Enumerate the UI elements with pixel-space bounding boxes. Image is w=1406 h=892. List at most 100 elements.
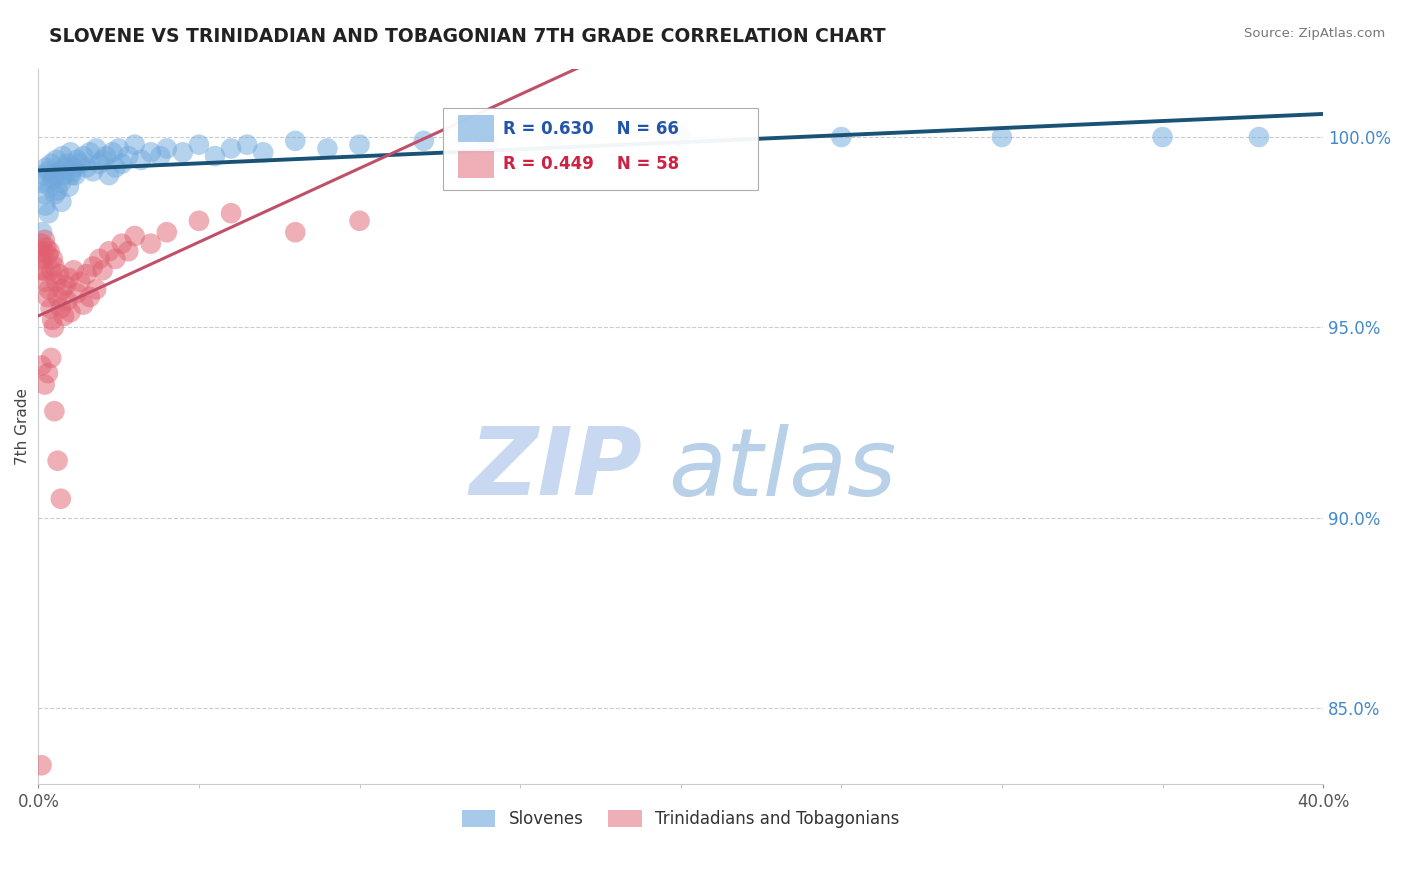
Point xyxy=(58,179,80,194)
Point xyxy=(101,145,124,160)
Point xyxy=(37,290,59,304)
Point xyxy=(117,149,139,163)
Point xyxy=(104,252,127,266)
Point xyxy=(139,145,162,160)
Point xyxy=(107,141,129,155)
Point xyxy=(49,491,72,506)
Point xyxy=(98,168,121,182)
Point xyxy=(45,275,67,289)
Legend: Slovenes, Trinidadians and Tobagonians: Slovenes, Trinidadians and Tobagonians xyxy=(456,803,907,834)
Point xyxy=(79,145,101,160)
Point xyxy=(44,168,66,182)
Point xyxy=(59,145,82,160)
Text: R = 0.449    N = 58: R = 0.449 N = 58 xyxy=(503,155,679,173)
Point xyxy=(34,377,56,392)
Y-axis label: 7th Grade: 7th Grade xyxy=(15,388,30,465)
Point xyxy=(42,252,65,266)
Point xyxy=(39,157,62,171)
Point xyxy=(31,236,53,251)
Point xyxy=(89,157,111,171)
Point xyxy=(41,313,63,327)
Point xyxy=(219,141,242,155)
Point xyxy=(117,244,139,259)
Point xyxy=(89,252,111,266)
Text: atlas: atlas xyxy=(668,424,896,515)
Point xyxy=(39,263,62,277)
Point xyxy=(28,244,51,259)
Point xyxy=(104,161,127,175)
Point xyxy=(187,214,209,228)
Text: R = 0.630    N = 66: R = 0.630 N = 66 xyxy=(503,120,679,137)
FancyBboxPatch shape xyxy=(458,151,495,178)
Point xyxy=(37,164,59,178)
Point xyxy=(55,161,77,175)
Point xyxy=(48,267,70,281)
Point xyxy=(53,168,76,182)
Point xyxy=(44,404,66,418)
Point xyxy=(31,359,53,373)
Point xyxy=(124,137,146,152)
Point xyxy=(31,225,53,239)
Point xyxy=(48,164,70,178)
Point xyxy=(82,164,104,178)
Point xyxy=(46,453,69,467)
Point xyxy=(60,168,83,182)
Point xyxy=(82,260,104,274)
Point xyxy=(129,153,152,167)
Point xyxy=(51,149,73,163)
Point xyxy=(51,194,73,209)
FancyBboxPatch shape xyxy=(458,115,495,142)
Point xyxy=(172,145,194,160)
Point xyxy=(412,134,434,148)
Point xyxy=(139,236,162,251)
Point xyxy=(37,366,59,380)
Point xyxy=(55,278,77,293)
Point xyxy=(79,290,101,304)
Point xyxy=(34,275,56,289)
Point xyxy=(316,141,339,155)
Point xyxy=(66,286,89,301)
Point xyxy=(284,134,307,148)
Point xyxy=(65,168,87,182)
Point xyxy=(72,297,94,311)
Point xyxy=(69,275,91,289)
Point xyxy=(204,149,226,163)
Point xyxy=(30,263,52,277)
Point xyxy=(42,172,65,186)
Point xyxy=(349,137,371,152)
Point xyxy=(991,130,1014,145)
Point xyxy=(1247,130,1270,145)
Point xyxy=(76,161,98,175)
Point xyxy=(541,130,564,145)
Point xyxy=(349,214,371,228)
Point xyxy=(49,176,72,190)
Point xyxy=(34,198,56,212)
Point xyxy=(84,141,107,155)
Point xyxy=(56,157,79,171)
Point xyxy=(84,282,107,296)
Point xyxy=(58,271,80,285)
Point xyxy=(39,351,62,365)
Point xyxy=(284,225,307,239)
Point xyxy=(252,145,274,160)
Point xyxy=(69,157,91,171)
Point xyxy=(45,153,67,167)
Point xyxy=(34,233,56,247)
Point xyxy=(44,187,66,202)
Point xyxy=(91,263,114,277)
Point xyxy=(35,161,58,175)
Text: ZIP: ZIP xyxy=(470,424,643,516)
Point xyxy=(91,153,114,167)
Point xyxy=(49,301,72,316)
Point xyxy=(60,164,83,178)
Point xyxy=(46,183,69,197)
Point xyxy=(66,153,89,167)
Point xyxy=(51,282,73,296)
Point xyxy=(62,263,84,277)
Point xyxy=(31,758,53,772)
Point xyxy=(156,225,179,239)
Point xyxy=(35,240,58,254)
Point xyxy=(37,248,59,262)
Text: Source: ZipAtlas.com: Source: ZipAtlas.com xyxy=(1244,27,1385,40)
Point xyxy=(98,244,121,259)
